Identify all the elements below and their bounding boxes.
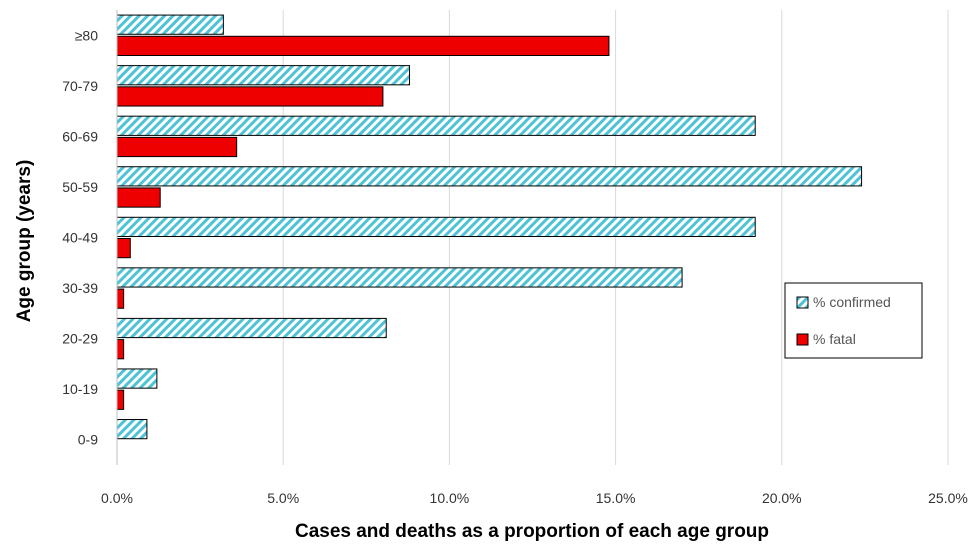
legend: % confirmed % fatal [785, 283, 922, 358]
legend-swatch-confirmed [797, 297, 808, 308]
bar-confirmed [117, 318, 386, 337]
x-tick-label: 0.0% [101, 490, 133, 506]
bar-confirmed [117, 167, 862, 186]
y-tick-label: 50-59 [62, 179, 98, 195]
bar-confirmed [117, 15, 223, 34]
y-tick-label: 30-39 [62, 280, 98, 296]
y-tick-label: 40-49 [62, 230, 98, 246]
legend-label-confirmed: % confirmed [813, 294, 891, 310]
y-tick-labels: 0-9 10-19 20-29 30-39 40-49 50-59 60-69 70-79 ≥8… [62, 27, 98, 447]
bars [117, 15, 862, 439]
legend-label-fatal: % fatal [813, 331, 856, 347]
bar-fatal [117, 137, 237, 156]
bar-confirmed [117, 268, 682, 287]
y-axis-title: Age group (years) [14, 160, 35, 323]
bar-confirmed [117, 116, 755, 135]
bar-fatal [117, 390, 124, 409]
y-tick-label: ≥80 [75, 27, 98, 43]
bar-fatal [117, 188, 160, 207]
bar-fatal [117, 36, 609, 55]
bar-fatal [117, 340, 124, 359]
x-axis-title: Cases and deaths as a proportion of each… [295, 521, 769, 542]
x-tick-label: 20.0% [762, 490, 802, 506]
legend-swatch-fatal [797, 334, 808, 345]
y-tick-label: 10-19 [62, 381, 98, 397]
y-tick-label: 70-79 [62, 78, 98, 94]
x-tick-label: 5.0% [267, 490, 299, 506]
bar-confirmed [117, 66, 410, 85]
y-tick-label: 0-9 [78, 432, 98, 448]
x-tick-labels: 0.0% 5.0% 10.0% 15.0% 20.0% 25.0% [101, 490, 968, 506]
bar-confirmed [117, 369, 157, 388]
bar-confirmed [117, 217, 755, 236]
x-tick-label: 25.0% [928, 490, 968, 506]
bar-fatal [117, 289, 124, 308]
y-tick-label: 20-29 [62, 331, 98, 347]
x-tick-label: 10.0% [430, 490, 470, 506]
x-tick-label: 15.0% [596, 490, 636, 506]
bar-fatal [117, 239, 130, 258]
y-tick-label: 60-69 [62, 128, 98, 144]
bar-confirmed [117, 420, 147, 439]
bar-fatal [117, 87, 383, 106]
